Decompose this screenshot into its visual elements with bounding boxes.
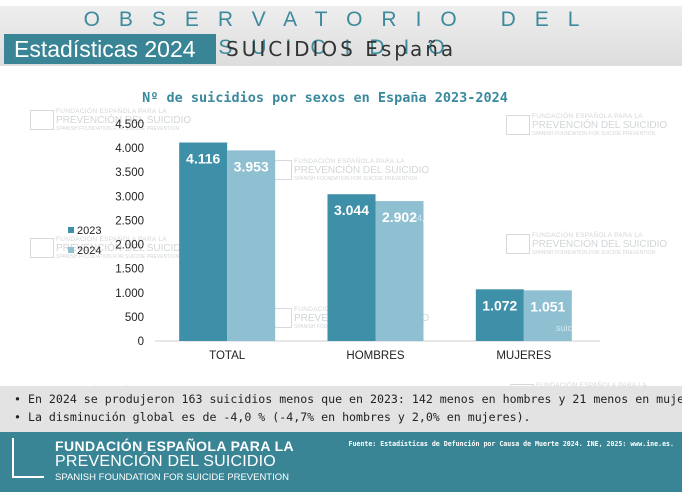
y-tick-label: 2.000 [115, 240, 144, 252]
footer-org-line3: SPANISH FOUNDATION FOR SUICIDE PREVENTIO… [55, 472, 290, 483]
legend-item-2023: 2023 [68, 224, 101, 244]
source-note: Fuente: Estadísticas de Defunción por Ca… [348, 440, 674, 448]
plot-area: 0 500 1.000 1.500 2.000 2.500 3.000 3.500 4.000 4… [115, 119, 600, 362]
footer: FUNDACIÓN ESPAÑOLA PARA LA PREVENCIÓN DE… [0, 432, 682, 492]
bar-chart: 0 500 1.000 1.500 2.000 2.500 3.000 3.500 4.000 4… [115, 119, 600, 362]
watermark-frame-icon [506, 115, 530, 135]
y-tick-label: 1.000 [115, 288, 144, 300]
legend-label-2024: 2024 [77, 245, 102, 257]
watermark-line3: SPANISH FOUNDATION FOR SUICIDE PREVENTIO… [56, 126, 180, 132]
watermark-frame-icon [506, 234, 530, 254]
chart-title: Nº de suicidios por sexos en España 2023… [142, 90, 508, 106]
watermark-line1: FUNDACIÓN ESPAÑOLA PARA LA [294, 158, 405, 165]
x-tick-label: MUJERES [496, 350, 551, 362]
watermark-frame-icon [30, 110, 54, 130]
y-tick-label: 4.500 [115, 119, 144, 131]
watermark-line1: FUNDACIÓN ESPAÑOLA PARA LA [532, 113, 643, 120]
page-subtitle: SUICIDIOS España [226, 37, 457, 61]
watermark-line1: FUNDACIÓN ESPAÑOLA PARA LA [536, 382, 647, 389]
data-label: 4.116 [186, 151, 220, 167]
y-tick-label: 4.000 [115, 143, 144, 155]
year-badge: Estadísticas 2024 [4, 34, 216, 64]
watermark-line2: PREVENCIÓN DEL SUICIDIO [56, 115, 192, 126]
data-label: 3.953 [234, 158, 269, 174]
y-tick-label: 2.500 [115, 215, 144, 227]
bar-2024-total [227, 150, 276, 341]
legend-swatch-2024 [68, 247, 74, 253]
watermark-line2: PREVENCIÓN DEL SUICIDIO [56, 243, 192, 254]
bar-2023-total [179, 142, 228, 341]
watermark-line2: PREVENCIÓN DEL SUICIDIO [294, 165, 430, 176]
y-tick-label: 0 [138, 336, 144, 348]
summary-bullet: • En 2024 se produjeron 163 suicidios me… [14, 392, 682, 406]
chart-legend: 2023 2024 [68, 224, 101, 264]
data-label: 2.902 [382, 209, 417, 225]
ghost-annotation-hombres: -4,7% [414, 213, 438, 223]
watermark-frame-icon [30, 238, 54, 258]
ghost-annotation-mujeres: suicidios [556, 323, 591, 333]
x-tick-label: HOMBRES [346, 350, 404, 362]
footer-org-line2: PREVENCIÓN DEL SUICIDIO [55, 453, 276, 470]
watermark-line3: SPANISH FOUNDATION FOR SUICIDE PREVENTIO… [532, 131, 656, 137]
footer-org-line1: FUNDACIÓN ESPAÑOLA PARA LA [55, 438, 295, 454]
summary-bullet: • La disminución global es de -4,0 % (-4… [14, 410, 531, 424]
y-tick-label: 1.500 [115, 264, 144, 276]
watermark-line1: FUNDACIÓN ESPAÑOLA PARA LA [56, 108, 167, 115]
bar-2024-hombres [375, 201, 424, 341]
data-label: 3.044 [334, 202, 369, 218]
bar-2023-mujeres [475, 289, 524, 341]
y-tick-label: 3.500 [115, 167, 144, 179]
summary-text: La disminución global es de -4,0 % (-4,7… [27, 410, 531, 424]
x-tick-label: TOTAL [209, 350, 246, 362]
data-label: 1.072 [482, 297, 517, 313]
summary-box: • En 2024 se produjeron 163 suicidios me… [0, 386, 682, 432]
watermark-line2: PREVENCIÓN DEL SUICIDIO [532, 239, 668, 250]
foundation-logo-icon [12, 438, 44, 478]
watermark-line2: PREVENCIÓN DEL SUICIDIO [532, 120, 668, 131]
y-tick-label: 3.000 [115, 191, 144, 203]
data-label: 1.051 [530, 298, 565, 314]
summary-text: En 2024 se produjeron 163 suicidios meno… [27, 392, 682, 406]
bar-2024-mujeres [523, 290, 572, 341]
watermark-line1: FUNDACIÓN ESPAÑOLA PARA LA [532, 232, 643, 239]
observatorio-title: OBSERVATORIO DEL SUICIDIO [83, 8, 599, 59]
watermark-line1: FUNDACIÓN ESPAÑOLA PARA LA [56, 236, 167, 243]
watermark-line3: SPANISH FOUNDATION FOR SUICIDE PREVENTIO… [532, 250, 656, 256]
legend-label-2023: 2023 [77, 225, 102, 237]
watermark-line3: SPANISH FOUNDATION FOR SUICIDE PREVENTIO… [294, 176, 418, 182]
legend-item-2024: 2024 [68, 244, 101, 264]
legend-swatch-2023 [68, 227, 74, 233]
y-tick-label: 500 [125, 312, 144, 324]
watermark-line3: SPANISH FOUNDATION FOR SUICIDE PREVENTIO… [56, 254, 180, 260]
bar-2023-hombres [327, 194, 376, 341]
